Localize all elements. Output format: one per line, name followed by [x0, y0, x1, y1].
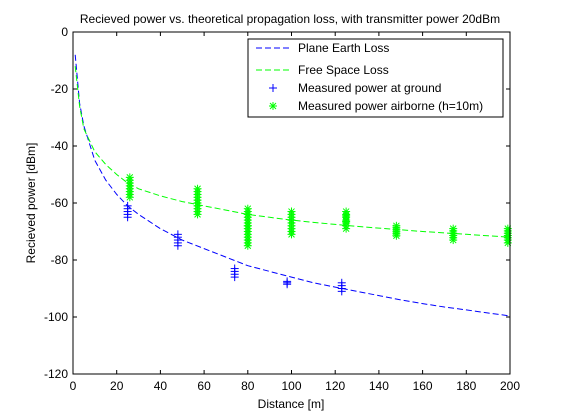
data-point-3 — [392, 231, 401, 240]
data-point-2 — [230, 273, 239, 282]
data-point-3 — [125, 193, 134, 202]
legend-label-free-space: Free Space Loss — [298, 63, 389, 77]
series-layer — [74, 54, 512, 317]
y-tick-label: -120 — [44, 367, 68, 381]
legend-label-ground: Measured power at ground — [298, 81, 441, 95]
x-tick-label: 120 — [325, 379, 345, 393]
chart-title: Recieved power vs. theoretical propagati… — [80, 12, 500, 26]
data-point-3 — [342, 224, 351, 233]
data-point-2 — [173, 241, 182, 250]
y-tick-label: -60 — [51, 196, 69, 210]
x-tick-label: 100 — [281, 379, 301, 393]
x-tick-label: 80 — [241, 379, 255, 393]
x-tick-label: 0 — [70, 379, 77, 393]
data-point-3 — [503, 238, 512, 247]
data-point-3 — [342, 211, 351, 220]
data-point-3 — [243, 241, 252, 250]
data-point-3 — [449, 236, 458, 245]
data-point-2 — [123, 213, 132, 222]
legend-marker-airborne — [269, 102, 277, 110]
legend-label-airborne: Measured power airborne (h=10m) — [298, 99, 483, 113]
data-point-3 — [243, 221, 252, 230]
legend-marker-ground — [269, 84, 277, 92]
y-tick-label: -100 — [44, 310, 68, 324]
legend-box — [247, 38, 504, 118]
legend: Plane Earth Loss Free Space Loss Measure… — [247, 38, 504, 118]
data-point-3 — [193, 210, 202, 219]
series-line-0 — [74, 54, 511, 317]
x-tick-label: 60 — [197, 379, 211, 393]
y-tick-label: 0 — [61, 25, 68, 39]
x-tick-label: 20 — [110, 379, 124, 393]
ticks-layer: 0 20 40 60 80 100 120 140 160 180 200 0 -20 -40 -60 -80… — [44, 25, 520, 393]
data-point-3 — [243, 210, 252, 219]
x-axis-label: Distance [m] — [258, 397, 325, 411]
y-axis-label: Recieved power [dBm] — [24, 143, 38, 264]
data-point-3 — [342, 217, 351, 226]
y-tick-label: -80 — [51, 253, 69, 267]
legend-label-plane-earth: Plane Earth Loss — [298, 41, 389, 55]
data-point-2 — [337, 287, 346, 296]
x-tick-label: 140 — [369, 379, 389, 393]
data-point-2 — [283, 280, 292, 289]
series-line-1 — [74, 66, 511, 238]
x-tick-label: 160 — [413, 379, 433, 393]
data-point-3 — [287, 230, 296, 239]
x-tick-label: 200 — [500, 379, 520, 393]
x-tick-label: 180 — [456, 379, 476, 393]
x-tick-label: 40 — [154, 379, 168, 393]
y-tick-label: -20 — [51, 82, 69, 96]
y-tick-label: -40 — [51, 139, 69, 153]
